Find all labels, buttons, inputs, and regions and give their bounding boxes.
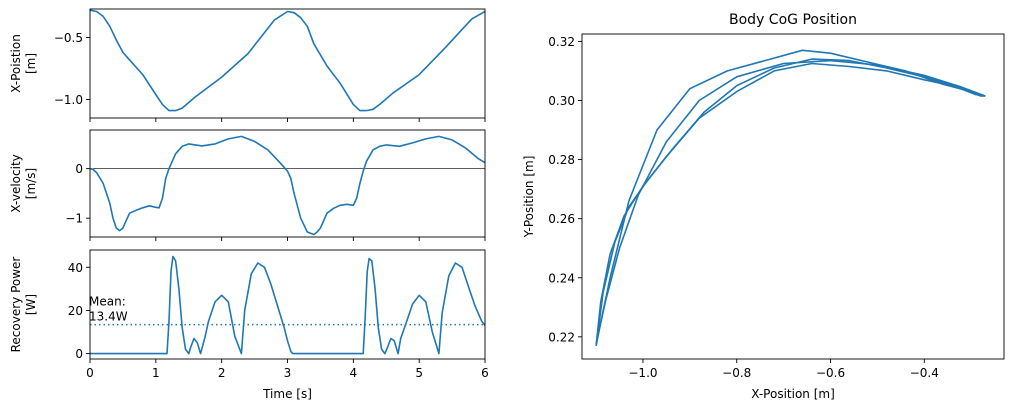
mean-label: Mean:: [89, 295, 126, 309]
mean-value-label: 13.4W: [89, 310, 128, 324]
x-axis-label: X-Position [m]: [751, 387, 835, 401]
panel-power: Mean:13.4W 0 1 2 3 4 5 6 0 20 40 Recovery Power [W] T…: [9, 249, 489, 401]
y-tick-label: 20: [68, 304, 83, 318]
x-tick-label: −0.8: [722, 366, 751, 380]
y-tick-label: −1.0: [54, 93, 83, 107]
x-tick-label: 5: [415, 366, 423, 380]
series-line-loop1: [595, 62, 986, 346]
x-axis-label: Time [s]: [262, 387, 312, 401]
y-tick-label: −0.5: [54, 31, 83, 45]
chart-title: Body CoG Position: [729, 12, 857, 28]
panel-xpos: −1.0 −0.5 X-Poistion [m]: [9, 8, 486, 122]
series-line-loop2: [595, 49, 986, 346]
x-tick-label: 4: [350, 366, 358, 380]
series-line-series: [90, 255, 485, 355]
series-line-loop3: [595, 58, 986, 346]
y-tick-label: 0.22: [548, 330, 575, 344]
axes-frame: [581, 33, 1005, 360]
x-tick-label: 2: [218, 366, 226, 380]
x-tick-label: −0.4: [910, 366, 939, 380]
x-tick-label: 0: [86, 366, 94, 380]
y-axis-label: [W]: [24, 294, 38, 315]
y-tick-label: 0.30: [548, 94, 575, 108]
x-tick-label: −0.6: [816, 366, 845, 380]
x-tick-label: 6: [481, 366, 489, 380]
y-axis-label: [m]: [24, 53, 38, 74]
y-tick-label: 0.28: [548, 153, 575, 167]
y-tick-label: 0: [75, 162, 83, 176]
y-axis-label: X-velocity: [9, 154, 23, 213]
y-tick-label: 0.26: [548, 212, 575, 226]
y-tick-label: 0: [75, 347, 83, 361]
y-tick-label: 0.32: [548, 35, 575, 49]
panel-xvel: −1 0 X-velocity [m/s]: [9, 129, 486, 241]
y-axis-label: Recovery Power: [9, 257, 23, 353]
axes-frame: [89, 129, 486, 238]
x-tick-label: −1.0: [628, 366, 657, 380]
axes-frame: [89, 8, 486, 119]
y-tick-label: −1: [65, 212, 83, 226]
y-tick-label: 40: [68, 261, 83, 275]
series-line-series: [90, 135, 485, 236]
panel-cog: −1.0 −0.8 −0.6 −0.4 0.22 0.24 0.26 0.28 0.30 0.32…: [522, 12, 1005, 401]
x-tick-label: 3: [284, 366, 292, 380]
y-tick-label: 0.24: [548, 271, 575, 285]
y-axis-label: X-Poistion: [9, 34, 23, 93]
x-tick-label: 1: [152, 366, 160, 380]
series-line-loop4: [595, 59, 986, 345]
series-line-series: [90, 9, 485, 112]
y-axis-label: [m/s]: [24, 168, 38, 199]
y-axis-label: Y-Position [m]: [522, 156, 536, 239]
